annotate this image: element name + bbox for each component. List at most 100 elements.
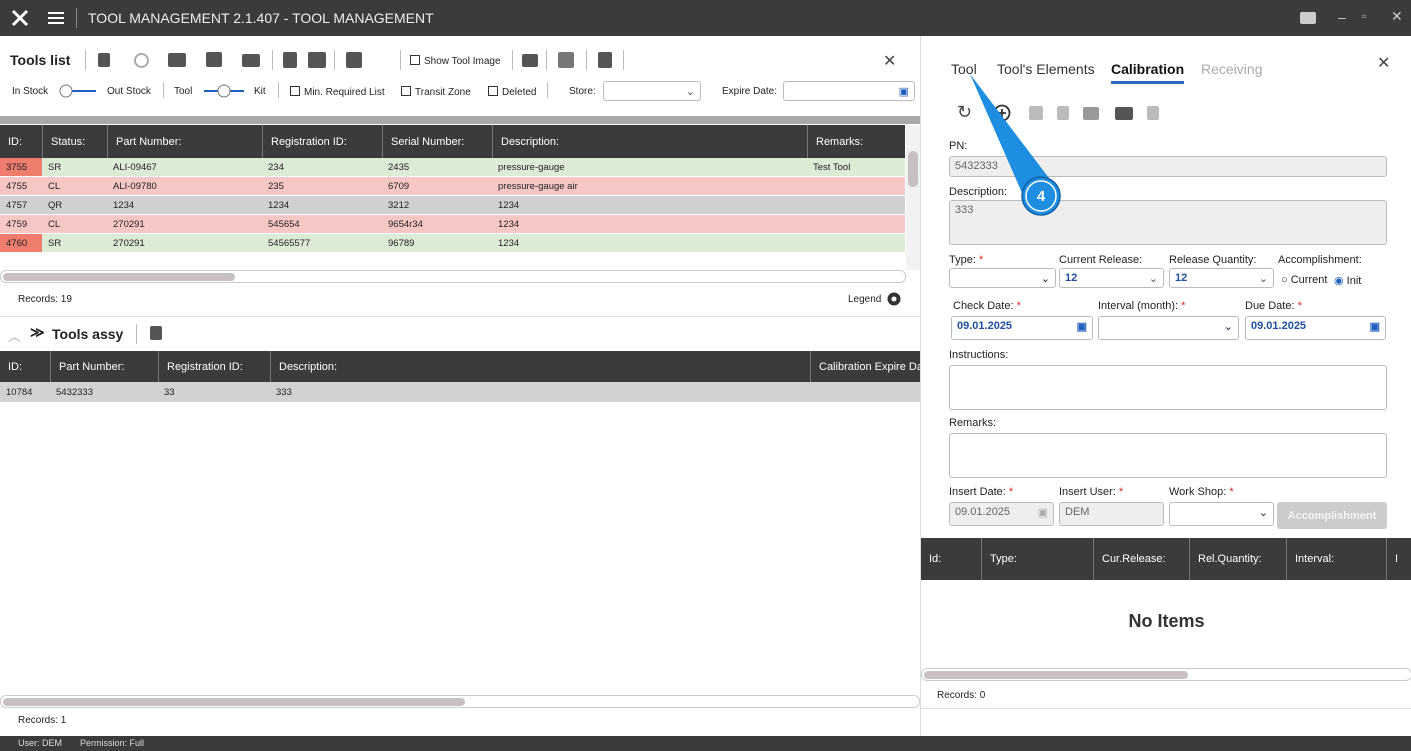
column-header: Description: — [492, 125, 807, 158]
delete-icon[interactable] — [1057, 106, 1069, 120]
close-button[interactable]: ✕ — [1391, 8, 1403, 24]
close-button[interactable]: ✕ — [883, 53, 897, 70]
tools-assy-title: Tools assy — [52, 326, 124, 342]
column-header: Registration ID: — [262, 125, 382, 158]
toolbox-icon[interactable] — [168, 53, 186, 67]
radio-init[interactable]: ◉ Init — [1334, 275, 1362, 287]
scroll-thumb[interactable] — [908, 151, 918, 187]
table-cell: 1234 — [268, 199, 290, 211]
separator — [400, 50, 401, 70]
tools-list-title: Tools list — [10, 52, 71, 68]
instructions-input[interactable] — [949, 365, 1387, 410]
column-header: ID: — [8, 135, 23, 148]
export-icon[interactable] — [98, 53, 110, 67]
notification-icon[interactable] — [1300, 12, 1316, 24]
insert-user-input[interactable]: DEM — [1059, 502, 1164, 526]
export-icon[interactable] — [1147, 106, 1159, 120]
required-mark: * — [1297, 300, 1302, 312]
table-row[interactable]: 4757 QR 1234 1234 3212 1234 — [0, 196, 905, 215]
menu-icon[interactable] — [48, 11, 64, 25]
legend-eye-icon[interactable] — [886, 292, 902, 306]
empty-message: No Items — [1128, 611, 1205, 631]
status-user: User: DEM — [18, 738, 63, 748]
table-cell — [807, 177, 905, 195]
print-icon[interactable] — [242, 54, 260, 67]
current-release-select[interactable]: 12 ⌄ — [1059, 268, 1164, 288]
restore-button[interactable]: ▫ — [1362, 9, 1367, 23]
window-title: TOOL MANAGEMENT 2.1.407 - TOOL MANAGEMEN… — [88, 10, 434, 26]
column-header: Id: — [929, 553, 942, 565]
horizontal-scrollbar — [0, 270, 906, 283]
show-tool-image-checkbox[interactable]: Show Tool Image — [410, 55, 501, 67]
report-icon[interactable] — [283, 52, 297, 68]
pn-input[interactable]: 5432333 — [949, 156, 1387, 177]
kit-toggle[interactable] — [202, 84, 246, 98]
work-shop-select[interactable]: ⌄ — [1169, 502, 1274, 526]
min-required-checkbox[interactable]: Min. Required List — [290, 86, 385, 98]
table-row[interactable]: 3755 SR ALI-09467 234 2435 pressure-gauge Test… — [0, 158, 905, 177]
status-bar: User: DEM Permission: Full — [0, 736, 1411, 751]
minimize-button[interactable]: – — [1338, 9, 1346, 25]
checkbox-label: Min. Required List — [304, 87, 385, 98]
table-cell: 270291 — [113, 218, 145, 230]
deleted-checkbox[interactable]: Deleted — [488, 86, 536, 98]
tab[interactable]: Tool — [951, 61, 977, 77]
transfer-icon[interactable] — [206, 52, 222, 67]
table-cell: 1234 — [113, 199, 135, 211]
tab[interactable]: Calibration — [1111, 61, 1185, 84]
input-value: 09.01.2025 — [1251, 320, 1307, 332]
table-cell: CL — [48, 218, 61, 230]
due-date-input[interactable]: 09.01.2025 ▣ — [1245, 316, 1386, 340]
check-date-input[interactable]: 09.01.2025 ▣ — [951, 316, 1093, 340]
tab[interactable]: Receiving — [1201, 61, 1263, 77]
description-input[interactable]: 333 — [949, 200, 1387, 245]
export-icon[interactable] — [150, 326, 162, 340]
store-select[interactable]: ⌄ — [603, 81, 701, 101]
table-cell: 4757 — [6, 199, 28, 211]
save-icon[interactable] — [1029, 106, 1043, 120]
scroll-thumb[interactable] — [3, 698, 465, 706]
type-select[interactable]: ⌄ — [949, 268, 1056, 288]
edit-icon[interactable] — [598, 52, 612, 68]
table-row[interactable]: 10784 5432333 33 333 — [0, 382, 920, 403]
case-icon[interactable] — [522, 54, 538, 67]
expire-date-input[interactable]: ▣ — [783, 81, 915, 101]
insert-date-input[interactable]: 09.01.2025 ▣ — [949, 502, 1054, 526]
store-icon[interactable] — [308, 52, 326, 68]
table-cell: SR — [48, 237, 62, 249]
table-row[interactable]: 4759 CL 270291 545654 9654r34 1234 — [0, 215, 905, 234]
remarks-input[interactable] — [949, 433, 1387, 478]
expand-icon[interactable]: ≫ — [30, 324, 45, 340]
table-cell: ALI-09780 — [113, 180, 157, 192]
close-button[interactable]: ✕ — [1377, 55, 1391, 72]
case-icon[interactable] — [1083, 107, 1099, 120]
select-value: 12 — [1065, 272, 1078, 284]
callout-label: 4 — [1037, 188, 1046, 205]
settings-icon[interactable] — [346, 52, 362, 68]
collapse-up-icon[interactable]: ︿ — [8, 329, 22, 344]
table-row[interactable]: 4760 SR 270291 54565577 96789 1234 — [0, 234, 905, 253]
stock-toggle[interactable] — [58, 84, 98, 98]
remarks-label: Remarks: — [949, 417, 997, 429]
horizontal-scrollbar — [0, 695, 920, 708]
refresh-icon[interactable] — [134, 53, 149, 68]
calibration-table-header: Id: Type: Cur.Release: Rel.Quantity: Interva… — [921, 538, 1411, 580]
undo-icon[interactable]: ↻ — [957, 102, 973, 122]
radio-current[interactable]: ○ Current — [1281, 274, 1328, 286]
table-row[interactable]: 4755 CL ALI-09780 235 6709 pressure-gauge air — [0, 177, 905, 196]
transit-zone-checkbox[interactable]: Transit Zone — [401, 86, 471, 98]
tools-icon[interactable] — [558, 52, 574, 68]
release-quantity-select[interactable]: 12 ⌄ — [1169, 268, 1274, 288]
scroll-thumb[interactable] — [924, 671, 1188, 679]
legend-label[interactable]: Legend — [848, 294, 882, 305]
tab[interactable]: Tool's Elements — [997, 61, 1095, 77]
interval-select[interactable]: ⌄ — [1098, 316, 1239, 340]
table-cell: Test Tool — [813, 161, 851, 173]
accomplishment-button[interactable]: Accomplishment — [1277, 502, 1387, 529]
table-cell: 10784 — [6, 386, 33, 398]
separator — [76, 8, 77, 28]
print-icon[interactable] — [1115, 107, 1133, 120]
scroll-thumb[interactable] — [3, 273, 235, 281]
table-cell: ALI-09467 — [113, 161, 157, 173]
required-mark: * — [1016, 300, 1021, 312]
